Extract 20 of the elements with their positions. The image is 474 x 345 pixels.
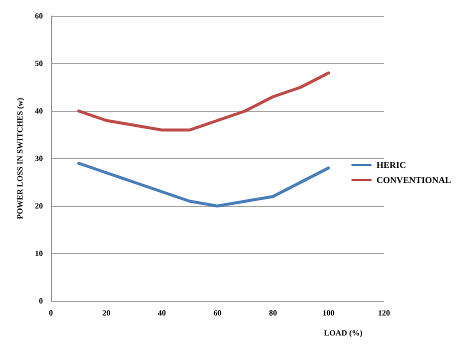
y-tick-label: 30 bbox=[34, 154, 43, 163]
x-tick-label: 40 bbox=[158, 308, 166, 318]
legend-label: HERIC bbox=[376, 160, 406, 170]
line-series bbox=[77, 72, 330, 132]
x-axis-title: LOAD (%) bbox=[324, 328, 363, 338]
y-tick-label: 50 bbox=[34, 59, 43, 68]
y-tick-label: 60 bbox=[34, 12, 43, 20]
x-tick-label: 80 bbox=[268, 308, 277, 318]
y-tick-label: 10 bbox=[34, 249, 43, 258]
y-tick-label: 20 bbox=[34, 202, 43, 210]
y-tick-label: 40 bbox=[34, 106, 43, 116]
x-tick-label: 0 bbox=[48, 308, 53, 318]
x-tick-label: 120 bbox=[378, 308, 390, 318]
x-tick-label: 100 bbox=[322, 308, 334, 318]
line-series bbox=[77, 162, 330, 208]
y-axis-title: POWER LOSS IN SWITCHES (w) bbox=[16, 97, 24, 220]
x-tick-label: 20 bbox=[102, 308, 110, 318]
y-tick-label: 0 bbox=[38, 296, 43, 306]
x-tick-label: 60 bbox=[213, 308, 222, 318]
legend-label: CONVENTIONAL bbox=[376, 175, 452, 185]
